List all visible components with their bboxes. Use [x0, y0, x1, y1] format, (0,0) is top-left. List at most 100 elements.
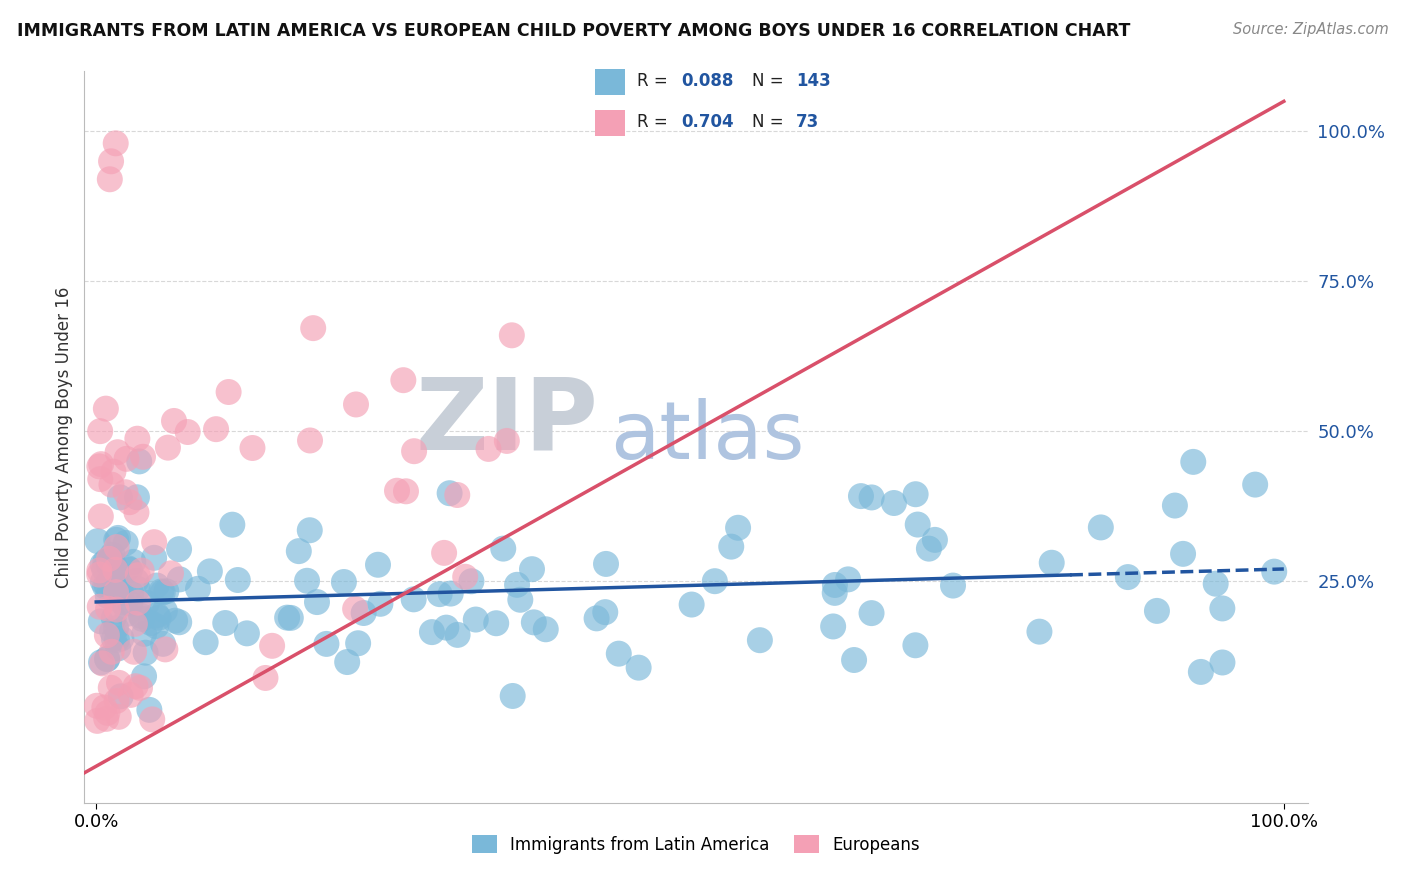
Text: N =: N =: [752, 72, 789, 90]
Point: [96, 652, 118, 666]
Point: [103, 632, 125, 646]
Point: [107, 445, 129, 459]
Point: [446, 488, 468, 502]
Point: [155, 584, 177, 599]
Point: [122, 555, 145, 569]
Point: [104, 585, 127, 599]
Point: [727, 521, 749, 535]
Point: [131, 564, 153, 578]
Point: [132, 450, 155, 464]
Point: [135, 646, 157, 660]
Point: [101, 579, 124, 593]
Point: [156, 441, 179, 455]
Point: [370, 597, 392, 611]
Point: [502, 689, 524, 703]
Point: [100, 681, 122, 695]
Point: [98, 551, 121, 566]
Point: [1040, 556, 1063, 570]
Point: [299, 434, 322, 448]
Point: [86, 698, 108, 713]
FancyBboxPatch shape: [595, 69, 624, 95]
Text: 73: 73: [796, 113, 820, 131]
Point: [125, 490, 148, 504]
Text: 0.704: 0.704: [681, 113, 734, 131]
Point: [152, 637, 174, 651]
Point: [100, 154, 122, 169]
Point: [214, 615, 236, 630]
Point: [107, 531, 129, 545]
Point: [110, 632, 132, 646]
Point: [1182, 455, 1205, 469]
Point: [141, 712, 163, 726]
Point: [837, 573, 859, 587]
Point: [336, 655, 359, 669]
Point: [118, 563, 141, 577]
Point: [96, 706, 118, 720]
Point: [627, 660, 650, 674]
Point: [146, 608, 169, 623]
Point: [344, 602, 367, 616]
Point: [108, 491, 131, 505]
Point: [104, 136, 127, 151]
Point: [89, 567, 111, 582]
Point: [117, 607, 139, 621]
Point: [105, 621, 128, 635]
Point: [104, 579, 127, 593]
Point: [118, 495, 141, 509]
Point: [169, 573, 191, 587]
Point: [276, 610, 298, 624]
Point: [395, 484, 418, 499]
Point: [163, 414, 186, 428]
Point: [105, 566, 128, 580]
Point: [100, 552, 122, 566]
Point: [918, 541, 941, 556]
Point: [96, 628, 118, 642]
Point: [103, 465, 125, 479]
Point: [439, 486, 461, 500]
Point: [91, 574, 114, 589]
Point: [98, 554, 121, 568]
Point: [464, 613, 486, 627]
Point: [167, 542, 190, 557]
Point: [454, 570, 477, 584]
Point: [1211, 601, 1233, 615]
Point: [98, 558, 121, 573]
Point: [90, 457, 112, 471]
Point: [114, 536, 136, 550]
Point: [124, 616, 146, 631]
Point: [111, 595, 134, 609]
Point: [89, 472, 111, 486]
Point: [860, 606, 883, 620]
Point: [440, 586, 463, 600]
Point: [86, 534, 108, 549]
Point: [860, 491, 883, 505]
Point: [492, 541, 515, 556]
Point: [242, 441, 264, 455]
Point: [347, 636, 370, 650]
Point: [402, 592, 425, 607]
Point: [120, 586, 142, 600]
Point: [93, 700, 115, 714]
Y-axis label: Child Poverty Among Boys Under 16: Child Poverty Among Boys Under 16: [55, 286, 73, 588]
Point: [155, 642, 177, 657]
Text: N =: N =: [752, 113, 789, 131]
Point: [924, 533, 946, 547]
Point: [1146, 604, 1168, 618]
Point: [129, 608, 152, 623]
Point: [446, 628, 468, 642]
Point: [367, 558, 389, 572]
Point: [128, 454, 150, 468]
Point: [105, 602, 128, 616]
Point: [96, 712, 118, 726]
Point: [1090, 520, 1112, 534]
Point: [110, 586, 132, 600]
Point: [429, 587, 451, 601]
Point: [823, 619, 845, 633]
Point: [520, 562, 543, 576]
Point: [420, 625, 443, 640]
Point: [495, 434, 517, 448]
Point: [91, 657, 114, 671]
Point: [101, 548, 124, 562]
Text: 0.088: 0.088: [681, 72, 734, 90]
Point: [114, 485, 136, 500]
